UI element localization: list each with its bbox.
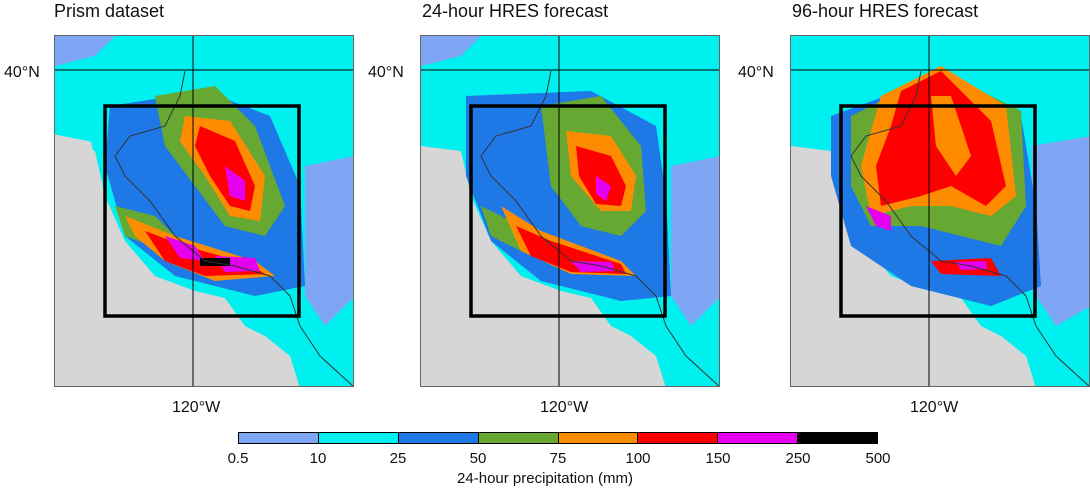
colorbar-tick-label: 0.5 [227,450,249,467]
colorbar-segment [478,433,559,443]
latitude-label: 40°N [368,64,404,81]
precipitation-map-prism [54,35,354,387]
colorbar-tick-label: 250 [785,450,811,467]
study-region-box [469,104,667,318]
longitude-label: 120°W [910,399,959,416]
map-svg [791,36,1089,386]
colorbar-segment [318,433,399,443]
colorbar-segment [398,433,479,443]
longitude-label: 120°W [172,399,221,416]
colorbar-tick-label: 50 [469,450,487,467]
longitude-label: 120°W [540,399,589,416]
latitude-label: 40°N [4,64,40,81]
colorbar-segment [239,433,319,443]
panel-title-hres96: 96-hour HRES forecast [792,1,979,21]
colorbar-segment [718,433,799,443]
colorbar-tick-label: 75 [549,450,567,467]
colorbar [238,432,878,444]
precipitation-map-hres96 [790,35,1090,387]
colorbar-tick-label: 500 [865,450,891,467]
latitude-label: 40°N [738,64,774,81]
colorbar-segment [798,433,877,443]
colorbar-tick-label: 150 [705,450,731,467]
colorbar-tick-label: 25 [389,450,407,467]
map-svg [55,36,353,386]
colorbar-label: 24-hour precipitation (mm) [457,470,633,487]
colorbar-segment [558,433,639,443]
panel-title-hres24: 24-hour HRES forecast [422,1,609,21]
panel-title-prism: Prism dataset [54,1,165,21]
colorbar-tick-label: 100 [625,450,651,467]
map-svg [421,36,719,386]
study-region-box [839,104,1037,318]
colorbar-segment [638,433,719,443]
study-region-box [103,104,301,318]
precipitation-map-hres24 [420,35,720,387]
colorbar-tick-label: 10 [309,450,327,467]
